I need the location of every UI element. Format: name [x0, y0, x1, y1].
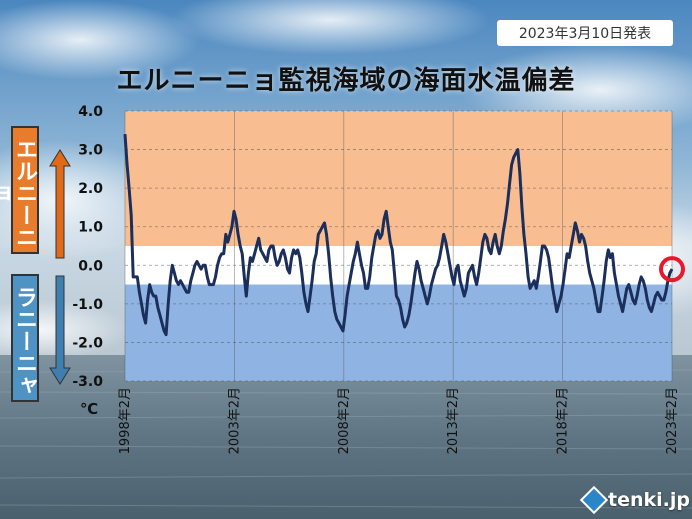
- release-date-badge: 2023年3月10日発表: [497, 20, 673, 46]
- elnino-band: [125, 111, 672, 246]
- y-tick-label: 4.0: [78, 104, 103, 120]
- y-tick-label: -1.0: [72, 297, 103, 313]
- y-tick-label: 0.0: [78, 258, 103, 274]
- brand-logo: tenki.jp: [579, 485, 690, 515]
- y-axis-unit: ℃: [80, 400, 98, 418]
- chart-title: エルニーニョ監視海域の海面水温偏差: [116, 66, 576, 96]
- x-tick-label: 2008年2月: [337, 387, 352, 454]
- x-tick-label: 2013年2月: [446, 387, 461, 454]
- x-tick-label: 2003年2月: [227, 387, 242, 454]
- tenki-logo-icon: [579, 485, 609, 515]
- sst-anomaly-line: [123, 133, 674, 337]
- elnino-up-arrow: [49, 149, 71, 259]
- y-tick-label: -2.0: [72, 335, 103, 351]
- elnino-side-label: エルニーニョ: [0, 126, 39, 254]
- y-tick-label: -3.0: [72, 374, 103, 390]
- latest-value-marker: [659, 256, 685, 283]
- x-tick-label: 2023年2月: [665, 387, 680, 454]
- y-tick-label: 2.0: [78, 181, 103, 197]
- lanina-side-label: ラニーニャ: [11, 274, 39, 402]
- y-tick-label: 3.0: [78, 143, 103, 159]
- lanina-down-arrow: [49, 275, 71, 385]
- brand-text: tenki.jp: [608, 489, 690, 511]
- x-tick-label: 2018年2月: [556, 387, 571, 454]
- x-tick-label: 1998年2月: [118, 387, 133, 454]
- y-tick-label: 1.0: [78, 220, 103, 236]
